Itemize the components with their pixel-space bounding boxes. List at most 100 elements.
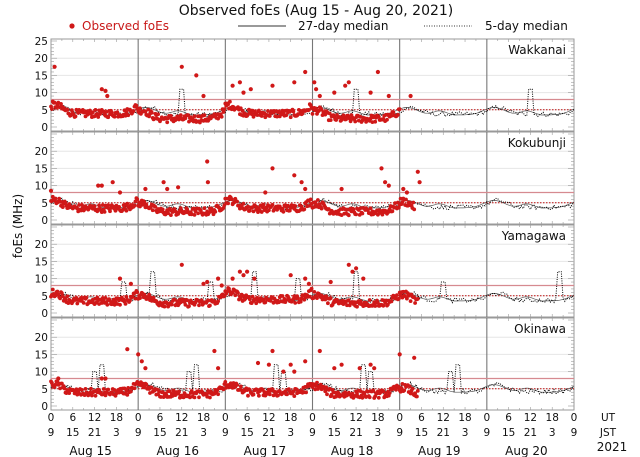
- observed-point: [312, 290, 317, 294]
- x-tick-label-jst: 3: [113, 427, 120, 439]
- x-tick-label-ut: 0: [309, 412, 316, 424]
- observed-point: [162, 304, 167, 309]
- observed-point: [128, 298, 132, 303]
- observed-point: [368, 206, 373, 211]
- observed-point: [136, 352, 141, 357]
- observed-point: [178, 113, 183, 118]
- observed-point: [124, 208, 129, 213]
- observed-point: [319, 206, 324, 211]
- observed-point: [176, 185, 181, 190]
- observed-point: [379, 166, 384, 171]
- observed-point: [53, 382, 58, 387]
- observed-point: [304, 390, 308, 395]
- observed-point: [263, 190, 268, 195]
- x-tick-label-jst: 21: [88, 427, 101, 439]
- x-day-label: Aug 20: [505, 444, 548, 457]
- station-label: Yamagawa: [501, 229, 566, 243]
- x-tick-label-jst: 3: [375, 427, 382, 439]
- x-day-label: Aug 18: [331, 444, 374, 457]
- observed-point: [117, 190, 123, 195]
- observed-point: [281, 369, 286, 374]
- y-tick-label: 10: [35, 367, 48, 379]
- observed-point: [270, 348, 275, 354]
- observed-point: [229, 197, 234, 202]
- y-tick-label: 10: [35, 181, 48, 193]
- x-tick-label-ut: 18: [458, 412, 471, 424]
- observed-point: [237, 269, 242, 274]
- observed-point: [93, 393, 98, 398]
- observed-point: [54, 105, 59, 110]
- observed-point: [270, 166, 275, 171]
- observed-point: [314, 106, 318, 111]
- observed-point: [415, 394, 419, 399]
- x-tick-label-ut: 12: [175, 412, 188, 424]
- observed-point: [328, 296, 333, 300]
- observed-point: [213, 209, 218, 214]
- observed-point: [202, 113, 207, 118]
- x-tick-label-ut: 12: [349, 412, 362, 424]
- observed-point: [106, 115, 111, 120]
- y-tick-label: 15: [35, 349, 48, 361]
- observed-point: [367, 395, 372, 400]
- observed-point: [238, 296, 243, 301]
- observed-point: [52, 64, 57, 69]
- observed-point: [292, 369, 297, 374]
- observed-point: [201, 93, 206, 99]
- observed-point: [108, 209, 112, 214]
- observed-point: [115, 110, 120, 115]
- observed-point: [343, 390, 348, 395]
- observed-point: [53, 196, 58, 201]
- observed-point: [325, 392, 329, 397]
- observed-point: [251, 114, 256, 119]
- observed-point: [81, 301, 86, 305]
- x-tick-label-ut: 6: [157, 412, 164, 424]
- observed-point: [303, 69, 308, 75]
- observed-point: [353, 119, 358, 124]
- observed-point: [412, 355, 417, 360]
- observed-point: [226, 102, 231, 107]
- observed-point: [354, 266, 359, 271]
- observed-point: [103, 296, 108, 300]
- observed-point: [126, 113, 131, 118]
- observed-point: [413, 301, 417, 305]
- observed-point: [323, 389, 328, 394]
- observed-point: [56, 376, 61, 381]
- observed-point: [312, 80, 317, 85]
- observed-point: [361, 276, 366, 281]
- x-axis-ut-label: UT: [601, 412, 616, 424]
- observed-point: [337, 115, 342, 119]
- observed-point: [270, 203, 275, 207]
- x-axis: UT JST 2021 0 6 12 18 0 6 12 18 0 6 12 18 0 6 12 18 0 6 12…: [48, 412, 628, 457]
- observed-point: [185, 298, 190, 303]
- observed-point: [302, 207, 307, 212]
- x-tick-label-ut: 18: [197, 412, 210, 424]
- observed-point: [230, 276, 235, 281]
- x-tick-label-jst: 3: [287, 427, 294, 439]
- observed-point: [80, 203, 84, 207]
- observed-point: [133, 296, 138, 301]
- observed-point: [202, 206, 207, 211]
- observed-point: [357, 366, 362, 371]
- observed-point: [216, 276, 221, 281]
- x-day-label: Aug 17: [244, 444, 287, 457]
- observed-point: [58, 296, 62, 301]
- legend-median27-label: 27-day median: [298, 19, 388, 33]
- observed-point: [411, 200, 416, 205]
- y-axis-label: foEs (MHz): [11, 194, 25, 258]
- observed-point: [241, 90, 246, 95]
- observed-point: [405, 203, 410, 208]
- x-tick-label-ut: 6: [69, 412, 76, 424]
- x-tick-label-ut: 12: [437, 412, 450, 424]
- observed-point: [205, 159, 210, 164]
- observed-point: [401, 186, 406, 192]
- observed-point: [402, 388, 407, 393]
- observed-point: [80, 388, 84, 392]
- observed-point: [169, 114, 173, 118]
- observed-point: [197, 395, 201, 400]
- x-tick-label-jst: 9: [309, 427, 316, 439]
- observed-point: [88, 390, 92, 395]
- observed-point: [288, 273, 293, 278]
- observed-point: [67, 391, 72, 395]
- y-tick-label: 0: [41, 401, 48, 413]
- x-tick-label-ut: 18: [371, 412, 384, 424]
